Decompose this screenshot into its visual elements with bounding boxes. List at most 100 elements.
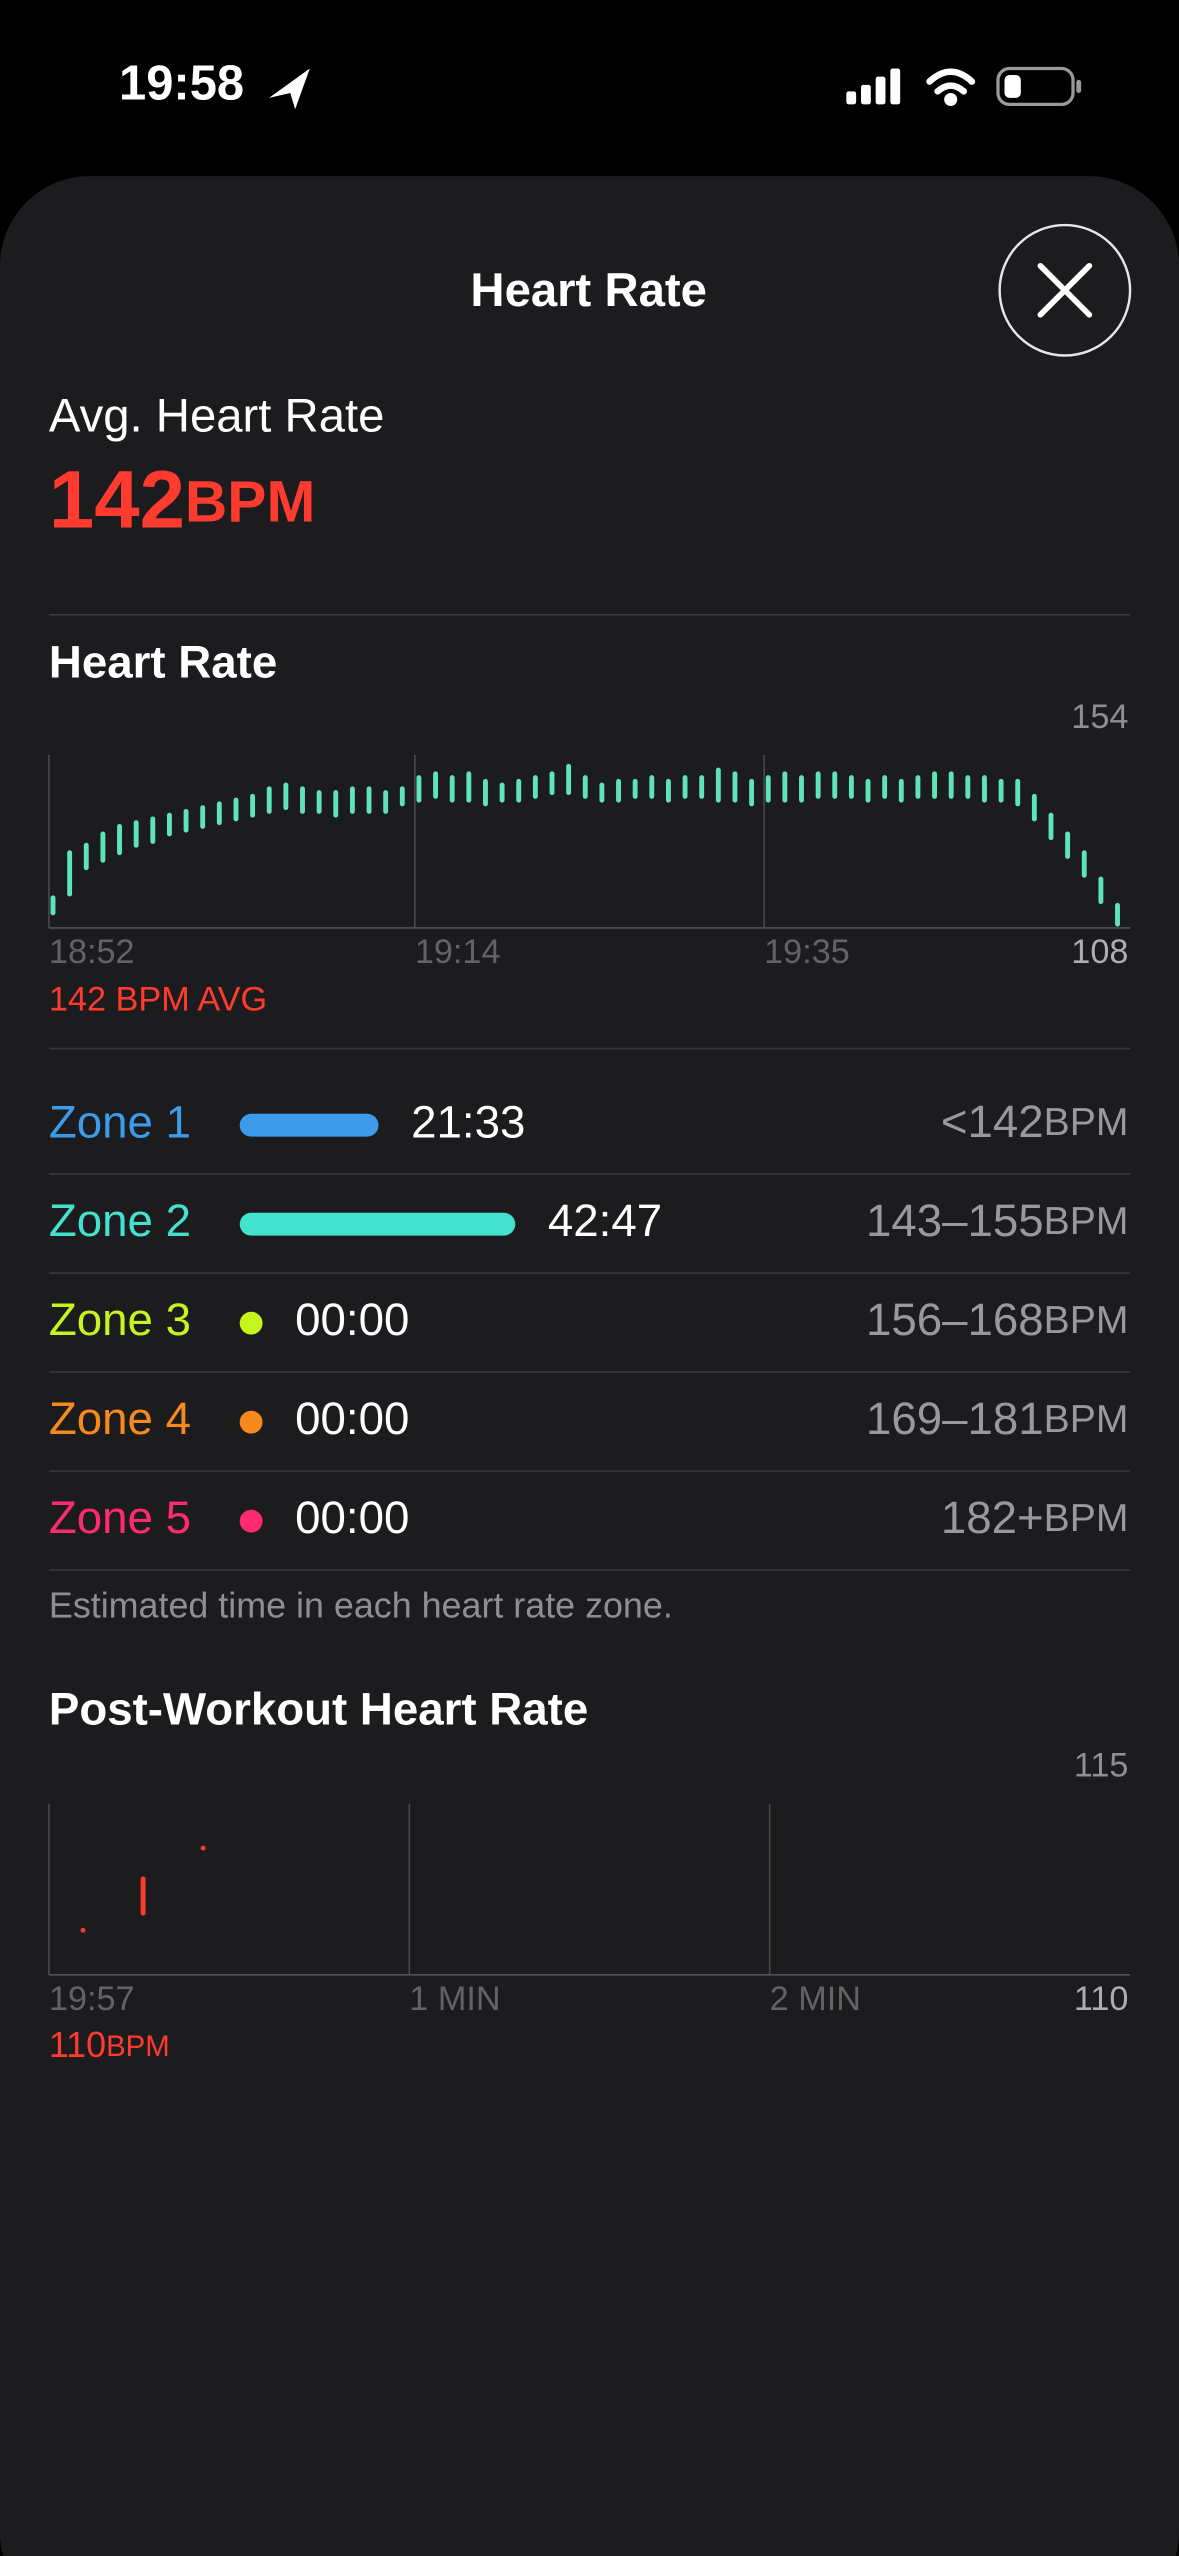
range-bar [140, 1876, 146, 1916]
summary-value: 142BPM [49, 454, 315, 545]
y-tick-label: 154 [1071, 698, 1128, 736]
range-bar [599, 782, 605, 803]
range-bar [433, 771, 439, 799]
range-bar [682, 775, 688, 799]
zone-name: Zone 5 [49, 1492, 191, 1543]
range-bar [200, 1845, 206, 1851]
avg-unit: BPM [185, 469, 315, 534]
range-bar [283, 782, 289, 811]
range-bar [1081, 850, 1087, 878]
range-bar [998, 778, 1004, 803]
range-bar [1048, 812, 1054, 841]
post-note-value: 110 [49, 2026, 106, 2066]
zone-name: Zone 2 [49, 1195, 191, 1246]
range-bar [399, 786, 405, 807]
zone-range-unit: BPM [1044, 1398, 1129, 1441]
range-bar [1015, 778, 1021, 807]
range-bar [1115, 902, 1120, 927]
range-bar [715, 767, 721, 803]
zone-duration: 42:47 [548, 1195, 662, 1246]
range-bar [699, 775, 705, 799]
post-note-unit: BPM [106, 2030, 170, 2063]
wifi-icon [926, 68, 976, 107]
x-tick-label: 19:57 [49, 1980, 135, 2018]
zone-name: Zone 1 [49, 1096, 191, 1147]
range-bar [183, 808, 189, 833]
range-bar [300, 786, 305, 814]
zone-dot [239, 1509, 263, 1533]
range-bar [582, 775, 588, 799]
zone-range: 143–155BPM [866, 1195, 1128, 1246]
x-tick-label: 19:35 [764, 933, 850, 971]
range-bar [200, 805, 206, 829]
range-bar [1098, 876, 1104, 905]
range-bar [832, 771, 838, 799]
range-bar [50, 895, 56, 916]
dynamic-content: 18:52 19:14 19:35 108 154 19:57 1 MIN 2 MIN 110 1… [48, 698, 1131, 2018]
x-tick-label: 19:14 [415, 933, 501, 971]
range-bar [865, 778, 871, 803]
range-bar [216, 801, 222, 826]
range-bar [1031, 793, 1037, 822]
x-tick-label: 2 MIN [770, 1980, 861, 2018]
zone-range-value: 156–168 [866, 1294, 1044, 1345]
range-bar [848, 775, 854, 799]
range-bar [499, 782, 505, 803]
range-bar [898, 778, 904, 803]
zone-range-unit: BPM [1044, 1102, 1129, 1145]
range-bar [616, 778, 621, 803]
range-bar [948, 771, 954, 799]
zone-bar [239, 1212, 516, 1236]
zone-duration: 00:00 [295, 1294, 409, 1345]
zone-dot [239, 1410, 263, 1434]
zone-duration: 00:00 [295, 1393, 409, 1444]
range-bar [449, 775, 455, 803]
range-bar [549, 771, 555, 796]
x-tick-label: 1 MIN [409, 1980, 500, 2018]
zone-range: 169–181BPM [866, 1393, 1128, 1444]
post-note: 110BPM [49, 2026, 170, 2066]
range-bar [166, 812, 172, 837]
zone-range-value: 169–181 [866, 1393, 1044, 1444]
zone-name: Zone 4 [49, 1393, 191, 1444]
range-bar [765, 775, 771, 803]
x-tick-label: 18:52 [49, 933, 135, 971]
sheet-title: Heart Rate [470, 264, 707, 317]
range-bar [915, 775, 921, 799]
range-bar [316, 790, 322, 814]
zone-dot [239, 1311, 263, 1335]
range-bar [150, 816, 156, 844]
range-bar [566, 763, 572, 796]
range-bar [632, 778, 638, 799]
zone-range: <142BPM [941, 1096, 1129, 1147]
range-bar [516, 778, 522, 803]
range-bar [815, 771, 821, 799]
range-bar [100, 831, 106, 863]
range-bar [383, 790, 389, 814]
section-title: Heart Rate [49, 636, 277, 687]
close-button[interactable] [998, 223, 1132, 357]
range-bar [782, 771, 788, 803]
range-bar [250, 793, 256, 818]
range-bar [133, 820, 139, 848]
y-tick-label: 115 [1074, 1747, 1129, 1785]
zone-range-value: <142 [941, 1096, 1044, 1147]
zone-range-unit: BPM [1044, 1497, 1129, 1540]
range-bar [67, 850, 73, 897]
range-bar [532, 775, 538, 799]
zone-duration: 00:00 [295, 1492, 409, 1543]
zone-range: 156–168BPM [866, 1294, 1128, 1345]
zone-range: 182+BPM [941, 1492, 1129, 1543]
avg-value: 142 [49, 454, 185, 545]
range-bar [799, 775, 804, 803]
range-bar [466, 771, 472, 803]
signal-icon [846, 68, 901, 105]
range-bar [333, 790, 339, 818]
zone-name: Zone 3 [49, 1294, 191, 1345]
range-bar [932, 771, 938, 799]
zone-range-unit: BPM [1044, 1300, 1129, 1343]
range-bar [665, 778, 671, 803]
zone-bar [239, 1113, 379, 1137]
summary-label: Avg. Heart Rate [49, 390, 385, 443]
